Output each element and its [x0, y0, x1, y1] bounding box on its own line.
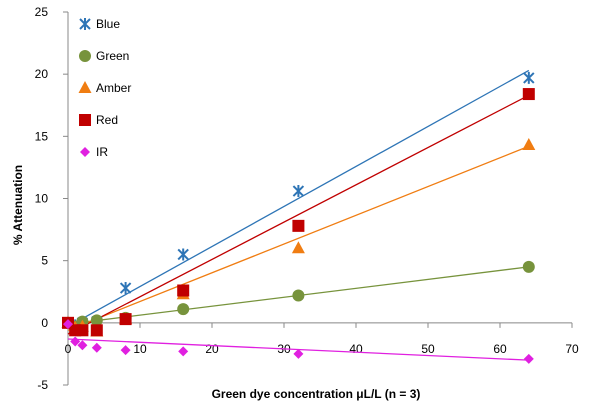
point-red: [119, 313, 132, 326]
legend-label-green: Green: [96, 49, 129, 63]
y-tick-label: 20: [35, 67, 49, 81]
point-ir: [523, 353, 534, 364]
point-ir: [120, 345, 131, 356]
legend-marker-ir: [80, 147, 90, 157]
point-amber: [291, 241, 305, 254]
x-tick-label: 40: [349, 342, 363, 356]
point-red: [177, 284, 190, 297]
point-ir: [77, 340, 88, 351]
y-tick-label: 10: [35, 192, 49, 206]
x-tick-label: 20: [205, 342, 219, 356]
x-tick-label: 70: [565, 342, 579, 356]
legend-marker-amber: [78, 81, 92, 93]
trendline-blue: [67, 69, 530, 328]
point-ir: [70, 336, 81, 347]
legend: Blue Green Amber Red IR: [78, 17, 131, 159]
y-tick-label: 5: [41, 254, 48, 268]
legend-marker-red: [79, 114, 91, 126]
x-tick-label: 0: [65, 342, 72, 356]
point-green: [177, 303, 190, 316]
point-red: [522, 88, 535, 101]
legend-marker-blue: [79, 18, 91, 30]
x-tick-label: 50: [421, 342, 435, 356]
axes: -50510152025010203040506070: [35, 5, 579, 392]
point-green: [522, 260, 535, 273]
data-markers: [61, 71, 536, 364]
point-green: [90, 314, 103, 327]
legend-marker-green: [79, 50, 91, 62]
point-blue: [119, 282, 132, 295]
y-axis-title-group: % Attenuation: [11, 165, 25, 245]
x-tick-label: 10: [133, 342, 147, 356]
point-ir: [63, 319, 73, 330]
point-ir: [91, 342, 102, 353]
point-red: [90, 324, 103, 337]
y-tick-label: 25: [35, 5, 49, 19]
legend-label-blue: Blue: [96, 17, 120, 31]
point-blue: [177, 248, 189, 261]
trendline-red: [67, 94, 530, 335]
legend-label-amber: Amber: [96, 81, 131, 95]
point-red: [76, 324, 89, 337]
point-blue: [292, 185, 305, 198]
x-tick-label: 60: [493, 342, 507, 356]
point-blue: [523, 71, 535, 84]
point-red: [292, 219, 305, 232]
point-ir: [293, 348, 304, 359]
trendline-amber: [67, 145, 530, 331]
y-tick-label: 15: [35, 129, 49, 143]
point-green: [292, 289, 305, 302]
y-tick-label: -5: [37, 378, 48, 392]
point-amber: [522, 138, 536, 151]
legend-label-red: Red: [96, 113, 118, 127]
point-ir: [178, 346, 189, 357]
legend-label-ir: IR: [96, 145, 108, 159]
trendlines: [67, 69, 530, 361]
x-axis-title: Green dye concentration μL/L (n = 3): [212, 387, 421, 401]
y-tick-label: 0: [41, 316, 48, 330]
y-axis-title: % Attenuation: [11, 165, 25, 245]
